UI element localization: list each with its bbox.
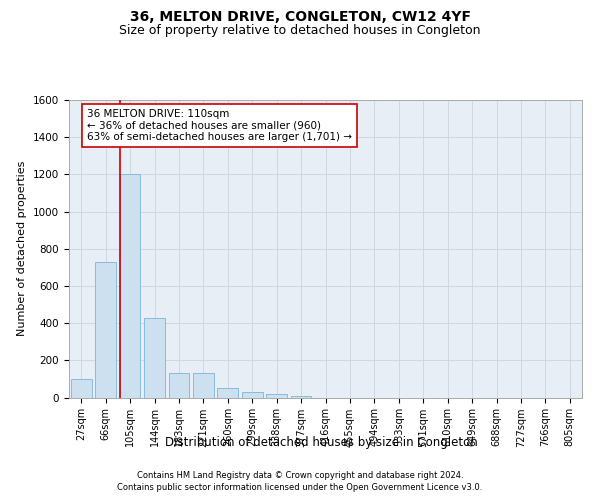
Bar — [217, 388, 238, 398]
Bar — [119, 174, 140, 398]
Bar — [242, 392, 263, 398]
Bar — [193, 374, 214, 398]
Bar — [290, 396, 311, 398]
Y-axis label: Number of detached properties: Number of detached properties — [17, 161, 28, 336]
Text: 36 MELTON DRIVE: 110sqm
← 36% of detached houses are smaller (960)
63% of semi-d: 36 MELTON DRIVE: 110sqm ← 36% of detache… — [87, 109, 352, 142]
Text: Contains public sector information licensed under the Open Government Licence v3: Contains public sector information licen… — [118, 482, 482, 492]
Bar — [266, 394, 287, 398]
Bar — [95, 262, 116, 398]
Text: 36, MELTON DRIVE, CONGLETON, CW12 4YF: 36, MELTON DRIVE, CONGLETON, CW12 4YF — [130, 10, 470, 24]
Bar — [144, 318, 165, 398]
Text: Contains HM Land Registry data © Crown copyright and database right 2024.: Contains HM Land Registry data © Crown c… — [137, 472, 463, 480]
Bar — [169, 374, 190, 398]
Bar — [71, 379, 92, 398]
Text: Size of property relative to detached houses in Congleton: Size of property relative to detached ho… — [119, 24, 481, 37]
Text: Distribution of detached houses by size in Congleton: Distribution of detached houses by size … — [164, 436, 478, 449]
